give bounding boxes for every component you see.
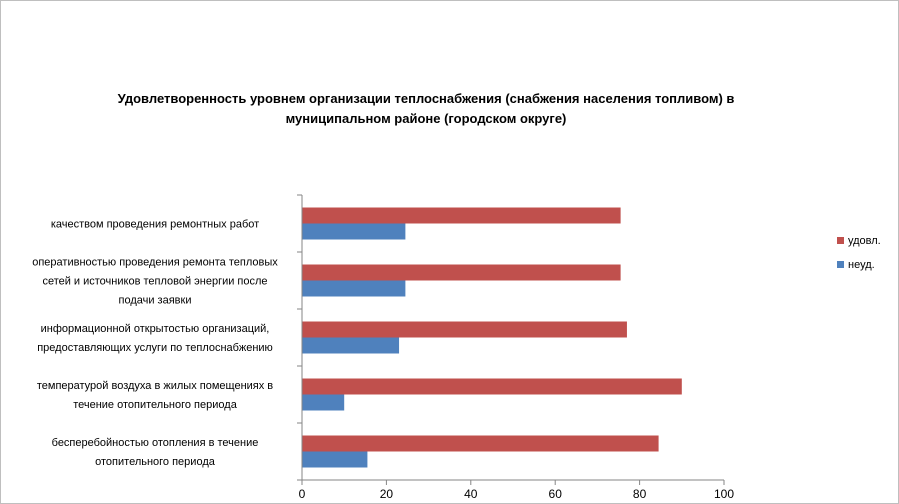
- category-label-line: качеством проведения ремонтных работ: [51, 219, 259, 231]
- category-label: информационной открытостью организаций, п…: [37, 323, 273, 354]
- category-label-line: подачи заявки: [119, 295, 192, 307]
- bar-udovl: [302, 321, 627, 338]
- category-label-line: бесперебойностью отопления в течение: [52, 437, 259, 449]
- x-tick-label: 40: [464, 487, 478, 501]
- legend-label: удовл.: [848, 235, 881, 247]
- legend-swatch: [837, 261, 844, 268]
- legend-swatch: [837, 237, 844, 244]
- legend-label: неуд.: [848, 259, 875, 271]
- x-tick-label: 100: [714, 487, 734, 501]
- category-label: качеством проведения ремонтных работ: [51, 219, 259, 231]
- bar-neud: [302, 223, 406, 240]
- bar-neud: [302, 394, 345, 411]
- bar-neud: [302, 337, 400, 354]
- bar-udovl: [302, 264, 621, 281]
- category-label-line: информационной открытостью организаций,: [41, 323, 270, 335]
- category-label: оперативностью проведения ремонта теплов…: [32, 257, 278, 307]
- x-tick-label: 80: [633, 487, 647, 501]
- bar-neud: [302, 451, 368, 468]
- bar-udovl: [302, 207, 621, 224]
- bar-udovl: [302, 435, 659, 452]
- bar-neud: [302, 280, 406, 297]
- x-tick-label: 0: [299, 487, 306, 501]
- bar-udovl: [302, 378, 682, 395]
- category-label-line: оперативностью проведения ремонта теплов…: [32, 257, 278, 269]
- category-label-line: отопительного периода: [95, 456, 216, 468]
- chart-title: Удовлетворенность уровнем организации те…: [117, 91, 735, 126]
- x-tick-label: 20: [380, 487, 394, 501]
- category-label-line: предоставляющих услуги по теплоснабжению: [37, 342, 273, 354]
- category-label-line: температурой воздуха в жилых помещениях …: [37, 380, 273, 392]
- category-label-line: сетей и источников тепловой энергии посл…: [42, 276, 267, 288]
- category-label: бесперебойностью отопления в течение отоп…: [52, 437, 259, 468]
- category-label: температурой воздуха в жилых помещениях …: [37, 380, 273, 411]
- x-tick-label: 60: [549, 487, 563, 501]
- category-label-line: течение отопительного периода: [73, 399, 238, 411]
